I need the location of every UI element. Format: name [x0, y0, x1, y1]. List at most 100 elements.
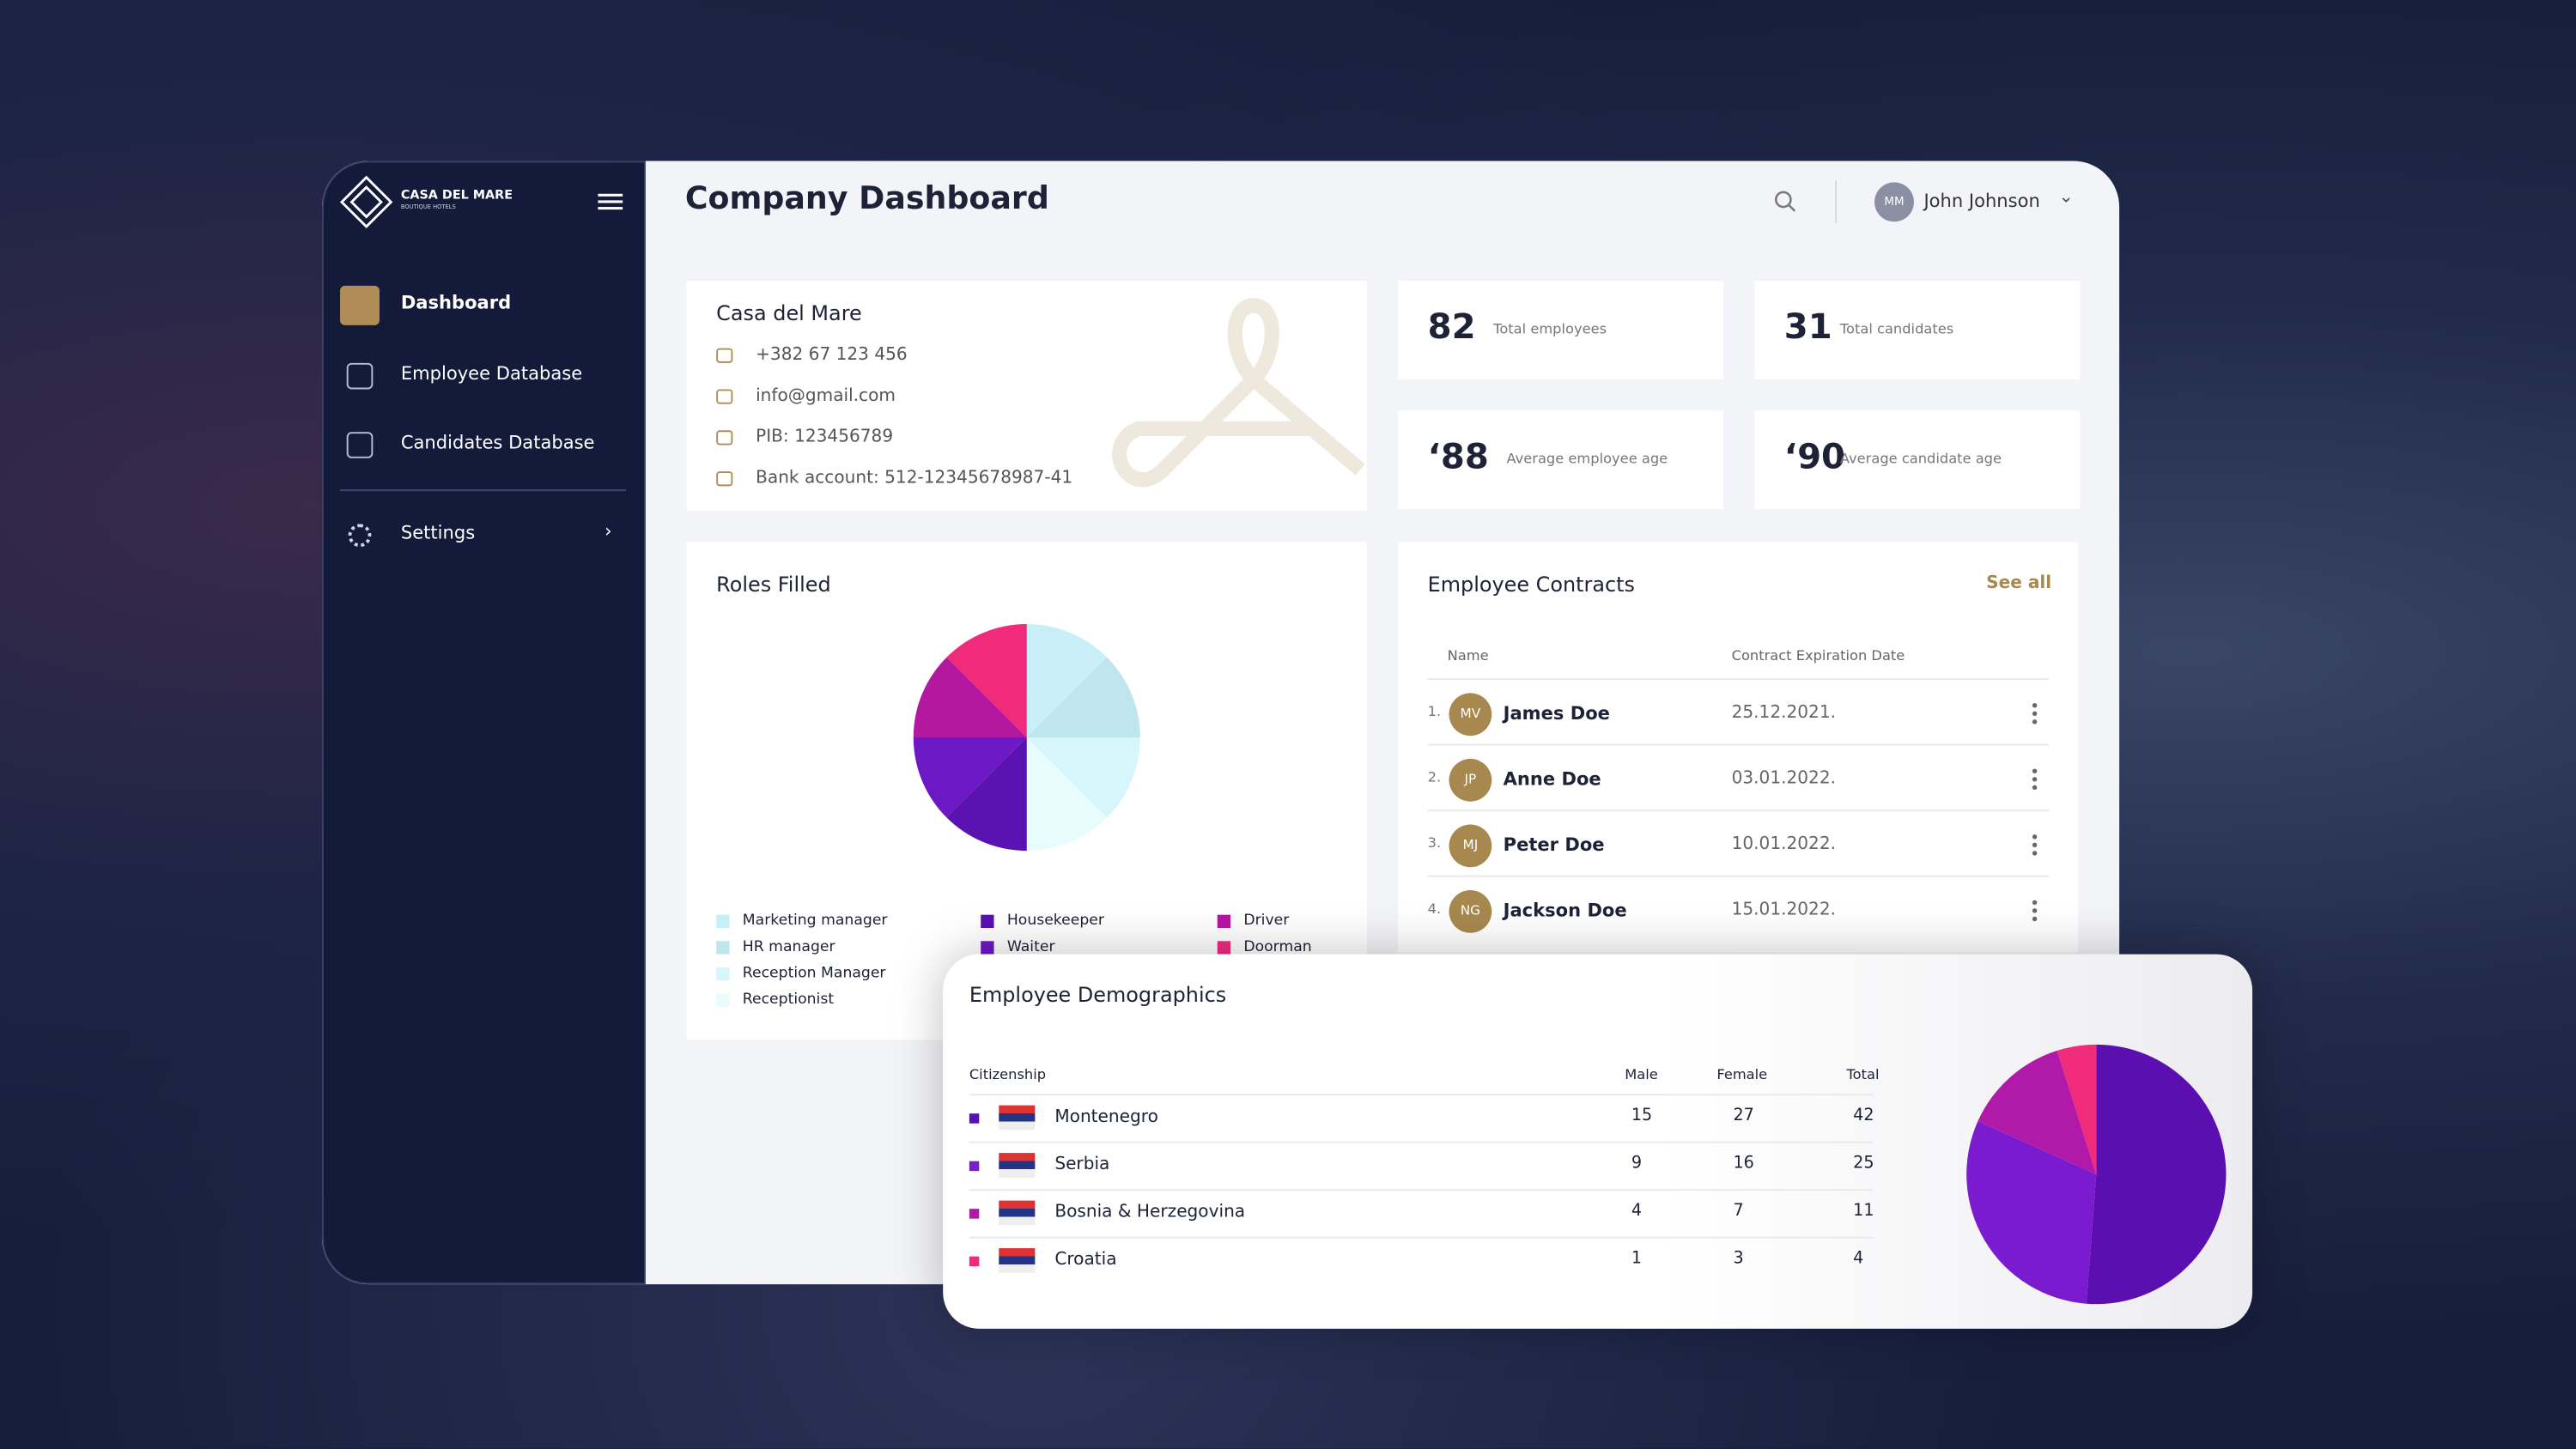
- cell: 4: [1853, 1249, 1864, 1269]
- row-menu[interactable]: [2032, 898, 2038, 922]
- nav-icon[interactable]: [346, 432, 374, 458]
- pie-slice: [913, 737, 1027, 818]
- legend-label: Doorman: [1243, 939, 1312, 956]
- logo: [339, 175, 393, 229]
- employee-name: Jackson Doe: [1503, 900, 1627, 922]
- stat-card: ‘88 Average employee age: [1398, 410, 1724, 510]
- user-name[interactable]: John Johnson: [1923, 190, 2040, 212]
- brand: CASA DEL MARE: [400, 187, 513, 203]
- legend-swatch: [716, 941, 730, 955]
- cell: 9: [1631, 1155, 1643, 1173]
- nav-item[interactable]: Employee Database: [400, 362, 583, 385]
- cell: 11: [1853, 1202, 1874, 1221]
- row-menu[interactable]: [2032, 767, 2038, 791]
- row-divider: [1427, 875, 2049, 877]
- settings-icon[interactable]: [348, 524, 372, 548]
- flag: [999, 1153, 1036, 1178]
- legend-swatch: [981, 914, 994, 928]
- cell: 16: [1733, 1155, 1754, 1173]
- search-icon: [1775, 191, 1792, 209]
- legend-swatch: [716, 993, 730, 1007]
- expiration-date: 03.01.2022.: [1731, 768, 1837, 789]
- row-index: 2.: [1427, 770, 1442, 787]
- avatar: NG: [1449, 889, 1492, 933]
- info-icon: [716, 430, 733, 446]
- graphic: [598, 193, 623, 210]
- company-name: Casa del Mare: [716, 300, 862, 325]
- info-icon: [716, 389, 733, 404]
- chevron: ⌄: [2058, 185, 2074, 208]
- stat-label: Average candidate age: [1839, 452, 2002, 469]
- expiration-date: 25.12.2021.: [1731, 702, 1837, 723]
- company-email: info@gmail.com: [756, 385, 896, 406]
- column-header: Name: [1447, 648, 1489, 665]
- legend-swatch: [1217, 941, 1231, 955]
- flag: [999, 1248, 1036, 1273]
- stat-value: ‘90: [1783, 436, 1845, 476]
- flag: [999, 1200, 1036, 1226]
- row-divider: [1427, 678, 2049, 681]
- menu-icon: [598, 200, 623, 203]
- legend-swatch: [716, 914, 730, 928]
- row-menu[interactable]: [2032, 700, 2038, 724]
- legend-swatch: [1217, 914, 1231, 928]
- company-phone: +382 67 123 456: [756, 344, 908, 365]
- column-header: Male: [1625, 1067, 1658, 1084]
- pie-slice: [1026, 737, 1108, 852]
- graphic: [1966, 1044, 2227, 1305]
- info-icon: [716, 348, 733, 363]
- nav-icon[interactable]: [340, 285, 380, 325]
- row-index: 3.: [1427, 835, 1442, 852]
- expiration-date: 15.01.2022.: [1731, 900, 1837, 920]
- legend-label: Waiter: [1006, 939, 1055, 956]
- bullet: [969, 1256, 980, 1267]
- pie-slice: [1026, 657, 1140, 738]
- country: Serbia: [1054, 1155, 1110, 1174]
- pie-slice: [1026, 624, 1108, 738]
- legend-swatch: [716, 967, 730, 981]
- pie-slice: [2086, 1044, 2227, 1305]
- avatar: MV: [1449, 693, 1492, 737]
- settings[interactable]: Settings: [400, 522, 476, 544]
- stat-label: Average employee age: [1506, 452, 1668, 469]
- sidebar: [322, 161, 646, 1285]
- pie-slice: [946, 624, 1027, 738]
- row-divider: [1427, 743, 2049, 746]
- bullet: [969, 1209, 980, 1219]
- stat-value: 31: [1783, 306, 1832, 347]
- legend-label: Reception Manager: [742, 966, 886, 983]
- graphic: [913, 624, 1140, 852]
- nav-item[interactable]: Dashboard: [400, 292, 512, 314]
- employee-name: Peter Doe: [1503, 834, 1605, 856]
- graphic: [1112, 298, 1365, 488]
- divider: [340, 489, 626, 492]
- column-header: Contract Expiration Date: [1731, 648, 1905, 665]
- legend-label: Marketing manager: [742, 912, 888, 930]
- pie-slice: [1978, 1050, 2097, 1174]
- country: Croatia: [1054, 1249, 1117, 1270]
- legend-label: Driver: [1243, 912, 1290, 930]
- legend-label: Receptionist: [742, 991, 835, 1009]
- pie-slice: [2057, 1044, 2097, 1174]
- contracts-card: Employee Contracts See all Name Contract Ex…: [1398, 542, 2079, 953]
- company-pib: PIB: 123456789: [756, 427, 894, 447]
- see-all[interactable]: See all: [1986, 573, 2052, 593]
- stat-label: Total candidates: [1839, 322, 1954, 339]
- legend-label: Housekeeper: [1006, 912, 1104, 930]
- row-menu[interactable]: [2032, 833, 2038, 856]
- stat-value: ‘88: [1427, 436, 1489, 476]
- user-avatar[interactable]: MM: [1874, 182, 1914, 222]
- nav-icon[interactable]: [346, 362, 374, 390]
- country: Montenegro: [1054, 1106, 1158, 1127]
- stat-value: 82: [1427, 306, 1476, 347]
- avatar: JP: [1449, 758, 1492, 802]
- pie-slice: [1966, 1121, 2097, 1304]
- stat-card: 82 Total employees: [1398, 281, 1724, 379]
- cell: 25: [1853, 1155, 1874, 1173]
- card-title: Roles Filled: [716, 571, 831, 597]
- graphic: [339, 175, 393, 229]
- cell: 42: [1853, 1106, 1874, 1125]
- nav-item[interactable]: Candidates Database: [400, 432, 595, 454]
- bullet: [969, 1113, 980, 1124]
